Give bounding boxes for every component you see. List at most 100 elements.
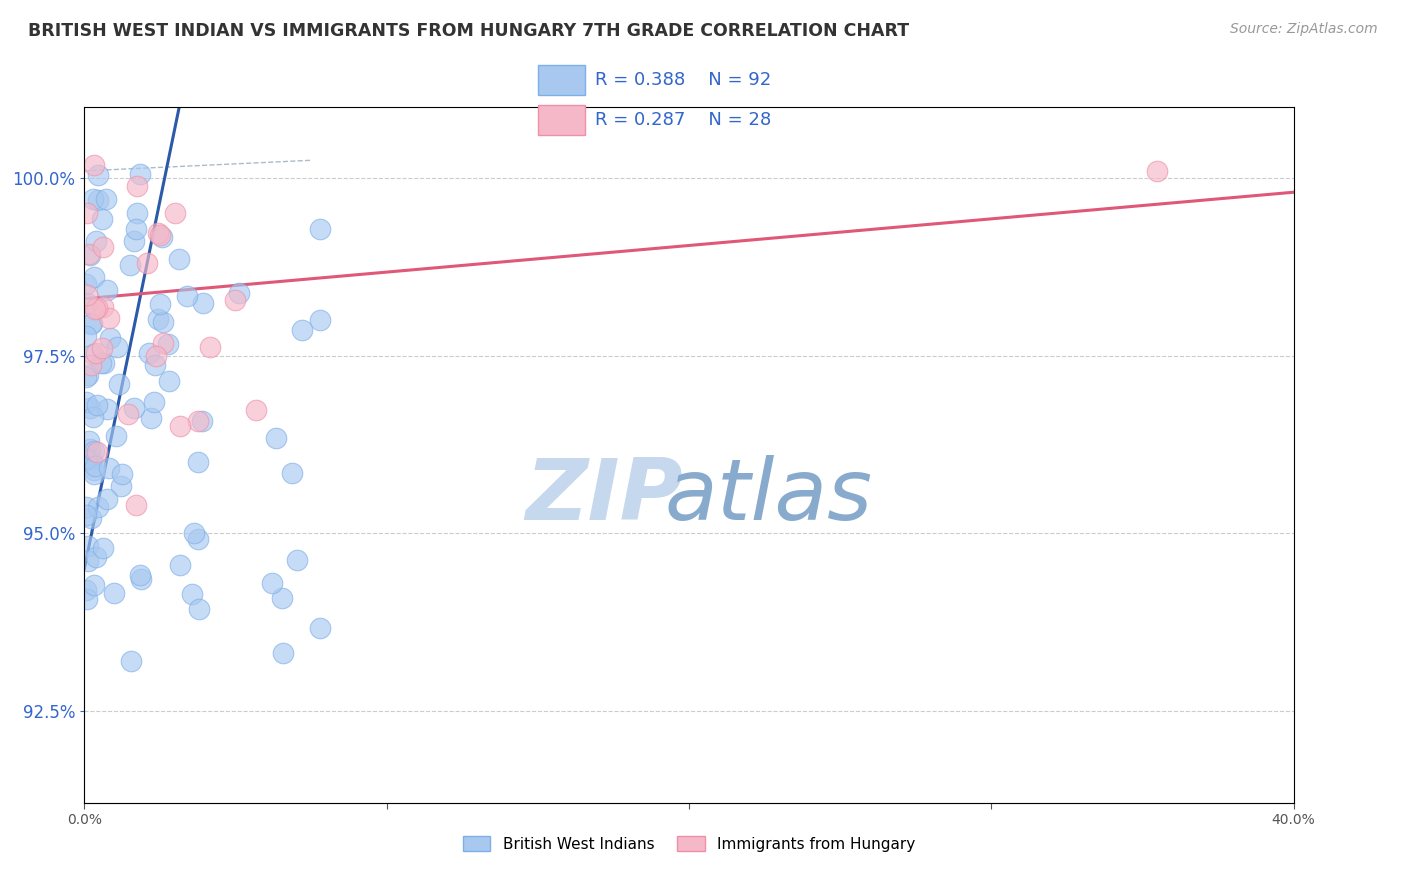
Point xyxy=(80,451,103,466)
Point xyxy=(105,340,128,354)
Point xyxy=(83,578,105,592)
Point xyxy=(187,532,209,546)
Point xyxy=(76,554,98,568)
Point xyxy=(104,429,127,443)
Point xyxy=(270,591,292,605)
Point xyxy=(224,293,246,307)
Point xyxy=(96,491,118,506)
Point xyxy=(84,459,107,474)
Point xyxy=(87,168,110,182)
Point xyxy=(152,336,174,351)
Point xyxy=(146,312,169,326)
Point xyxy=(75,277,97,291)
Point xyxy=(1146,164,1168,178)
Point xyxy=(124,498,146,512)
Point xyxy=(91,541,114,555)
Text: ZIP: ZIP xyxy=(526,455,683,538)
Point xyxy=(84,549,107,564)
Point xyxy=(80,358,103,372)
Point xyxy=(157,374,180,388)
Point xyxy=(264,432,287,446)
Point xyxy=(82,316,104,330)
Point xyxy=(156,337,179,351)
Point xyxy=(93,356,115,370)
Point xyxy=(143,358,166,372)
Point xyxy=(75,508,97,523)
Point xyxy=(129,167,152,181)
Point xyxy=(183,525,205,540)
Point xyxy=(76,296,98,310)
Point xyxy=(91,300,114,314)
Point xyxy=(141,411,163,425)
Point xyxy=(308,222,330,236)
Point xyxy=(90,341,112,355)
Point xyxy=(142,395,165,409)
Point xyxy=(118,258,141,272)
Point xyxy=(167,252,190,266)
Point xyxy=(125,179,148,194)
Point xyxy=(80,317,103,331)
Point xyxy=(84,301,107,316)
Text: Source: ZipAtlas.com: Source: ZipAtlas.com xyxy=(1230,22,1378,37)
Point xyxy=(191,414,214,428)
FancyBboxPatch shape xyxy=(538,104,585,135)
Point xyxy=(129,572,152,586)
Point xyxy=(120,654,142,668)
Point xyxy=(110,478,132,492)
Point xyxy=(111,467,134,482)
Point xyxy=(281,466,304,480)
Point xyxy=(245,403,267,417)
Point xyxy=(75,583,97,598)
Point xyxy=(79,248,101,262)
Point xyxy=(75,451,97,466)
Point xyxy=(124,222,146,236)
Point xyxy=(117,407,139,421)
Point xyxy=(82,409,104,424)
Text: R = 0.287    N = 28: R = 0.287 N = 28 xyxy=(595,111,772,128)
Point xyxy=(75,329,97,343)
Point xyxy=(84,345,107,359)
Point xyxy=(136,256,159,270)
Point xyxy=(176,289,198,303)
Point xyxy=(82,346,104,360)
Point xyxy=(145,349,167,363)
Point xyxy=(125,206,148,220)
Point xyxy=(77,539,100,553)
Point xyxy=(84,235,107,249)
Point xyxy=(262,576,284,591)
Point xyxy=(83,444,105,458)
Point xyxy=(87,193,110,207)
Point xyxy=(187,455,209,469)
Point xyxy=(82,192,104,206)
Point xyxy=(76,205,98,219)
Point xyxy=(75,500,97,514)
Point xyxy=(308,621,330,635)
Point xyxy=(124,401,146,416)
Point xyxy=(86,301,108,315)
Point xyxy=(169,419,191,434)
Point xyxy=(91,240,114,254)
Point xyxy=(146,226,169,240)
Point xyxy=(83,467,105,481)
Point xyxy=(180,587,202,601)
Point xyxy=(79,401,101,415)
Point xyxy=(76,288,98,302)
Point xyxy=(138,346,160,360)
Point xyxy=(163,206,186,220)
Point xyxy=(83,463,105,477)
Point xyxy=(77,246,100,260)
Point xyxy=(75,394,97,409)
Text: R = 0.388    N = 92: R = 0.388 N = 92 xyxy=(595,71,772,89)
Point xyxy=(75,370,97,384)
Point xyxy=(169,558,191,572)
Point xyxy=(90,356,112,370)
Point xyxy=(187,601,209,615)
Text: BRITISH WEST INDIAN VS IMMIGRANTS FROM HUNGARY 7TH GRADE CORRELATION CHART: BRITISH WEST INDIAN VS IMMIGRANTS FROM H… xyxy=(28,22,910,40)
Point xyxy=(91,211,114,226)
Point xyxy=(94,192,117,206)
Point xyxy=(191,295,214,310)
Point xyxy=(308,312,330,326)
Point xyxy=(96,283,118,297)
Point xyxy=(87,500,110,515)
Point xyxy=(80,511,103,525)
